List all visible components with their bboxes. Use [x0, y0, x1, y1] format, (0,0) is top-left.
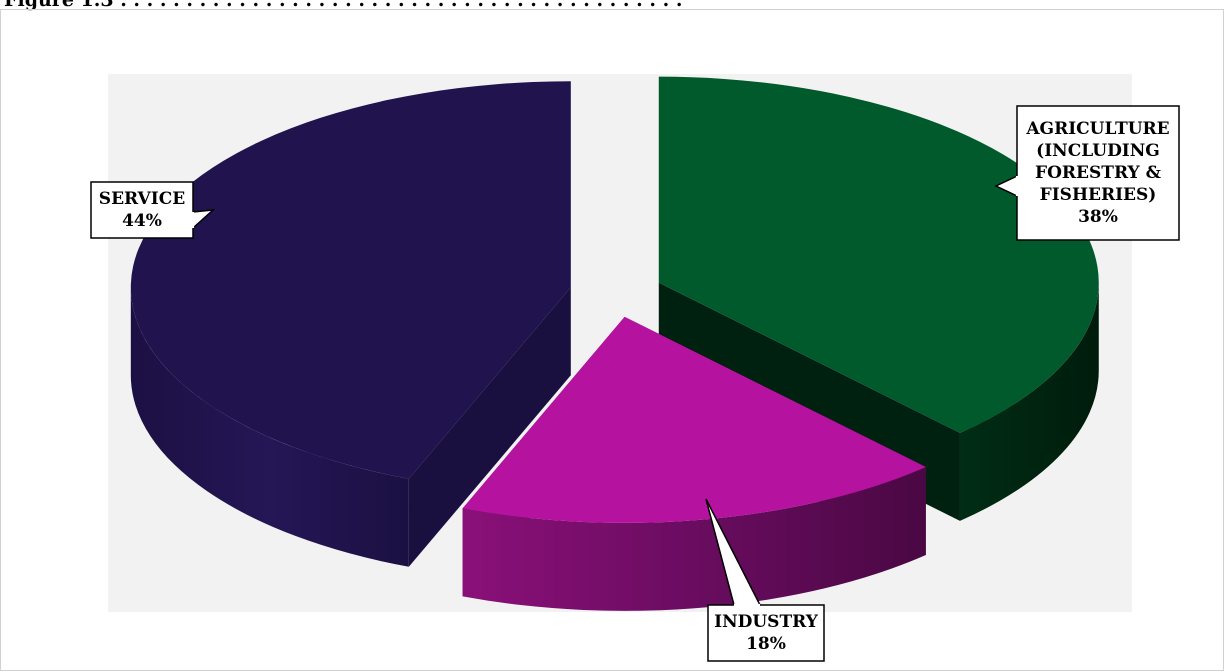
callout-agriculture-value: 38%	[1078, 207, 1118, 227]
callout-agriculture-label-line: AGRICULTURE	[1025, 119, 1169, 139]
callout-agriculture-label-line: FORESTRY &	[1035, 163, 1162, 183]
slice-agriculture-side	[959, 282, 1099, 521]
slice-industry	[462, 316, 926, 611]
callout-industry-box	[707, 604, 825, 662]
callout-agriculture-label-line: FISHERIES)	[1040, 185, 1157, 205]
slice-industry-top	[462, 316, 926, 523]
callout-service-value: 44%	[122, 211, 162, 231]
callout-industry-pointer	[705, 498, 761, 606]
slice-service	[130, 81, 571, 567]
chart-frame	[0, 9, 1224, 671]
slice-service-wall-start	[408, 287, 571, 567]
slice-agriculture-top	[658, 76, 1099, 433]
callout-service-box	[90, 181, 194, 239]
figure-caption: Figure 1.3 . . . . . . . . . . . . . . .…	[4, 0, 683, 11]
callout-industry-label-line: INDUSTRY	[714, 612, 819, 632]
callout-service-label-line: SERVICE	[99, 189, 185, 209]
slice-industry-side	[462, 467, 926, 611]
slice-service-top	[130, 81, 571, 479]
callout-agriculture-label-line: (INCLUDING	[1036, 141, 1160, 161]
callout-industry-value: 18%	[746, 634, 786, 654]
callout-service-pointer	[192, 209, 216, 229]
callout-agriculture-pointer	[994, 175, 1018, 197]
slice-service-side	[130, 287, 409, 567]
